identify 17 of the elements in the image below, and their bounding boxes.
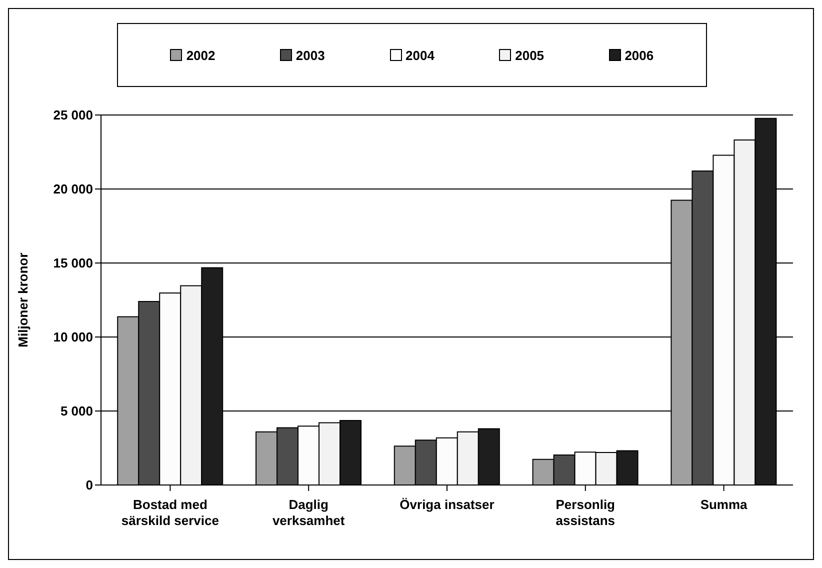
legend-label: 2004 [406,48,434,62]
legend-label: 2005 [515,48,544,62]
legend-label: 2003 [296,48,325,62]
y-tick-label: 10 000 [53,330,93,345]
x-tick-label: Övriga insatser [400,497,494,512]
x-tick-label: Summa [700,497,748,512]
y-tick-label: 15 000 [53,256,93,271]
x-tick-label: Bostad med särskild service [121,497,219,528]
y-tick-label: 20 000 [53,182,93,197]
y-axis-title: Miljoner kronor [16,252,31,348]
y-tick-label: 25 000 [53,108,93,123]
legend-label: 2006 [624,48,654,62]
x-tick-label: Daglig verksamhet [272,497,346,528]
y-tick-label: 5 000 [60,404,93,419]
y-tick-label: 0 [86,478,93,493]
x-tick-label: Personlig assistans [556,497,616,528]
legend-label: 2002 [186,48,216,62]
